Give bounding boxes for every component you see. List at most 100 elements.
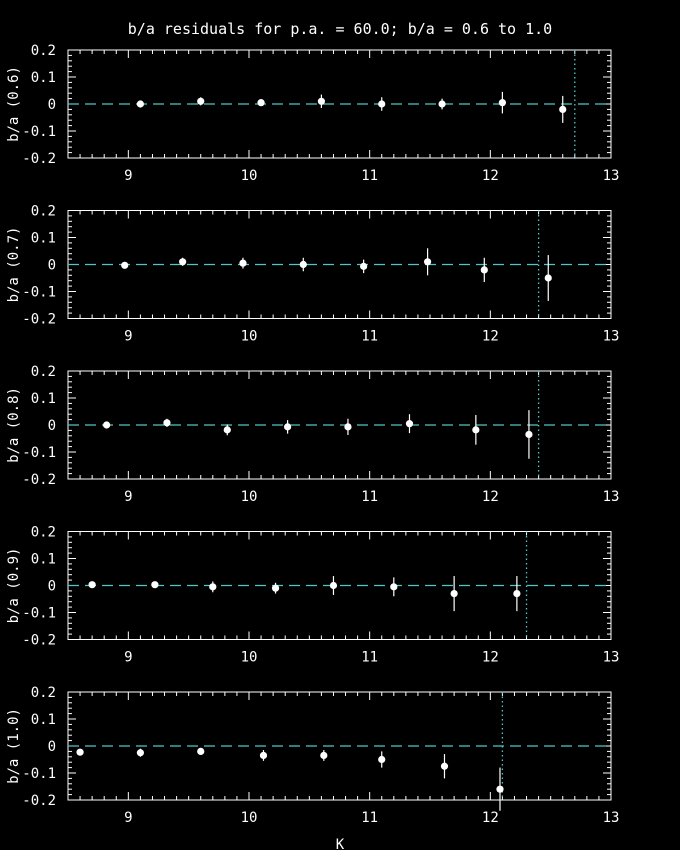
x-tick-label: 9 xyxy=(124,650,132,666)
x-tick-label: 11 xyxy=(361,329,378,345)
data-point xyxy=(498,99,506,107)
panel-1: 9 10 11 12 13 0.2 0.1 0 -0.1 -0.2b/a (0.6) xyxy=(6,43,619,184)
x-tick-label: 9 xyxy=(124,489,132,505)
y-tick-label: 0.1 xyxy=(31,712,56,728)
x-tick-label: 10 xyxy=(241,810,258,826)
y-tick-label: 0.2 xyxy=(31,685,56,701)
panels-container: 9 10 11 12 130.20.10-0.1-0.2b/a (0.6)9 10 11 12… xyxy=(6,43,619,826)
y-tick-label: -0.1 xyxy=(22,124,56,140)
y-axis-label: b/a (0.7) xyxy=(6,227,22,303)
data-point xyxy=(390,583,398,591)
data-point xyxy=(317,97,325,105)
y-tick-label: 0.2 xyxy=(31,364,56,380)
data-point xyxy=(179,258,187,266)
data-point xyxy=(239,259,247,267)
data-point xyxy=(136,749,144,757)
y-tick-label: 0.2 xyxy=(31,204,56,220)
y-tick-label: -0.1 xyxy=(22,606,56,622)
y-tick-label: 0 xyxy=(48,258,56,274)
data-point xyxy=(103,421,111,429)
y-tick-label: 0.1 xyxy=(31,70,56,86)
data-point xyxy=(472,426,480,434)
x-tick-label: 12 xyxy=(482,650,499,666)
data-point xyxy=(320,751,328,760)
y-tick-label: 0 xyxy=(48,97,56,113)
x-tick-label: 10 xyxy=(241,489,258,505)
x-tick-label: 9 xyxy=(124,168,132,184)
data-point xyxy=(360,262,368,270)
data-point xyxy=(513,590,521,598)
data-point xyxy=(344,423,352,431)
y-axis-label: b/a (1.0) xyxy=(6,708,22,784)
x-tick-label: 9 xyxy=(124,329,132,345)
x-tick-label: 11 xyxy=(361,810,378,826)
y-tick-label: -0.2 xyxy=(22,633,56,649)
data-point xyxy=(525,430,533,439)
x-tick-label: 13 xyxy=(603,489,620,505)
data-point xyxy=(163,419,171,427)
data-point xyxy=(378,100,386,108)
y-tick-label: -0.1 xyxy=(22,285,56,301)
x-tick-label: 12 xyxy=(482,489,499,505)
x-tick-label: 12 xyxy=(482,810,499,826)
data-point xyxy=(284,423,292,431)
x-tick-label: 13 xyxy=(603,650,620,666)
data-point xyxy=(496,785,504,793)
y-axis-label: b/a (0.6) xyxy=(6,66,22,142)
y-tick-label: -0.2 xyxy=(22,793,56,809)
figure-title: b/a residuals for p.a. = 60.0; b/a = 0.6… xyxy=(128,20,552,38)
panel-2: 9 10 11 12 13 0.2 0.1 0 -0.1 -0.2b/a (0.7) xyxy=(6,204,619,345)
data-point xyxy=(544,274,552,282)
x-tick-label: 11 xyxy=(361,168,378,184)
panel-4: 9 10 11 12 13 0.2 0.1 0 -0.1 -0.2b/a (0.9) xyxy=(6,525,619,666)
x-tick-label: 11 xyxy=(361,489,378,505)
data-point xyxy=(329,581,338,590)
y-tick-label: 0.1 xyxy=(31,391,56,407)
data-point xyxy=(299,260,307,269)
x-tick-label: 10 xyxy=(241,650,258,666)
panel-3: 9 10 11 12 13 0.2 0.1 0 -0.1 -0.2b/a (0.8) xyxy=(6,364,619,505)
y-tick-label: -0.2 xyxy=(22,472,56,488)
data-point xyxy=(438,100,446,108)
y-tick-label: 0.2 xyxy=(31,43,56,59)
data-point xyxy=(440,762,449,770)
data-point xyxy=(197,97,205,105)
x-axis-label: K xyxy=(336,837,345,850)
x-tick-label: 9 xyxy=(124,810,132,826)
y-axis-label: b/a (0.9) xyxy=(6,548,22,624)
y-axis-label: b/a (0.8) xyxy=(6,387,22,463)
y-tick-label: 0 xyxy=(48,579,56,595)
y-tick-label: -0.2 xyxy=(22,151,56,167)
x-tick-label: 10 xyxy=(241,329,258,345)
panel-5: 9 10 11 12 13 0.2 0.1 0 -0.1 -0.2b/a (1.0) xyxy=(6,685,619,826)
y-tick-label: 0.1 xyxy=(31,231,56,247)
y-tick-label: -0.1 xyxy=(22,766,56,782)
x-tick-label: 12 xyxy=(482,329,499,345)
y-tick-label: -0.2 xyxy=(22,312,56,328)
data-point xyxy=(559,105,567,113)
data-point xyxy=(223,426,231,434)
x-tick-label: 11 xyxy=(361,650,378,666)
data-point xyxy=(450,590,458,598)
x-tick-label: 10 xyxy=(241,168,258,184)
x-tick-label: 13 xyxy=(603,329,620,345)
x-tick-label: 12 xyxy=(482,168,499,184)
y-tick-label: 0.1 xyxy=(31,552,56,568)
data-point xyxy=(209,583,217,591)
x-tick-label: 13 xyxy=(603,810,620,826)
data-point xyxy=(121,261,129,269)
y-tick-label: 0.2 xyxy=(31,525,56,541)
y-tick-label: -0.1 xyxy=(22,445,56,461)
data-point xyxy=(151,581,159,589)
data-point xyxy=(257,99,265,107)
x-tick-label: 13 xyxy=(603,168,620,184)
data-point xyxy=(378,755,386,764)
data-point xyxy=(423,258,432,266)
data-point xyxy=(76,748,84,756)
data-point xyxy=(480,266,488,274)
data-point xyxy=(136,100,144,108)
data-point xyxy=(259,751,268,760)
data-point xyxy=(271,584,280,592)
y-tick-label: 0 xyxy=(48,418,56,434)
